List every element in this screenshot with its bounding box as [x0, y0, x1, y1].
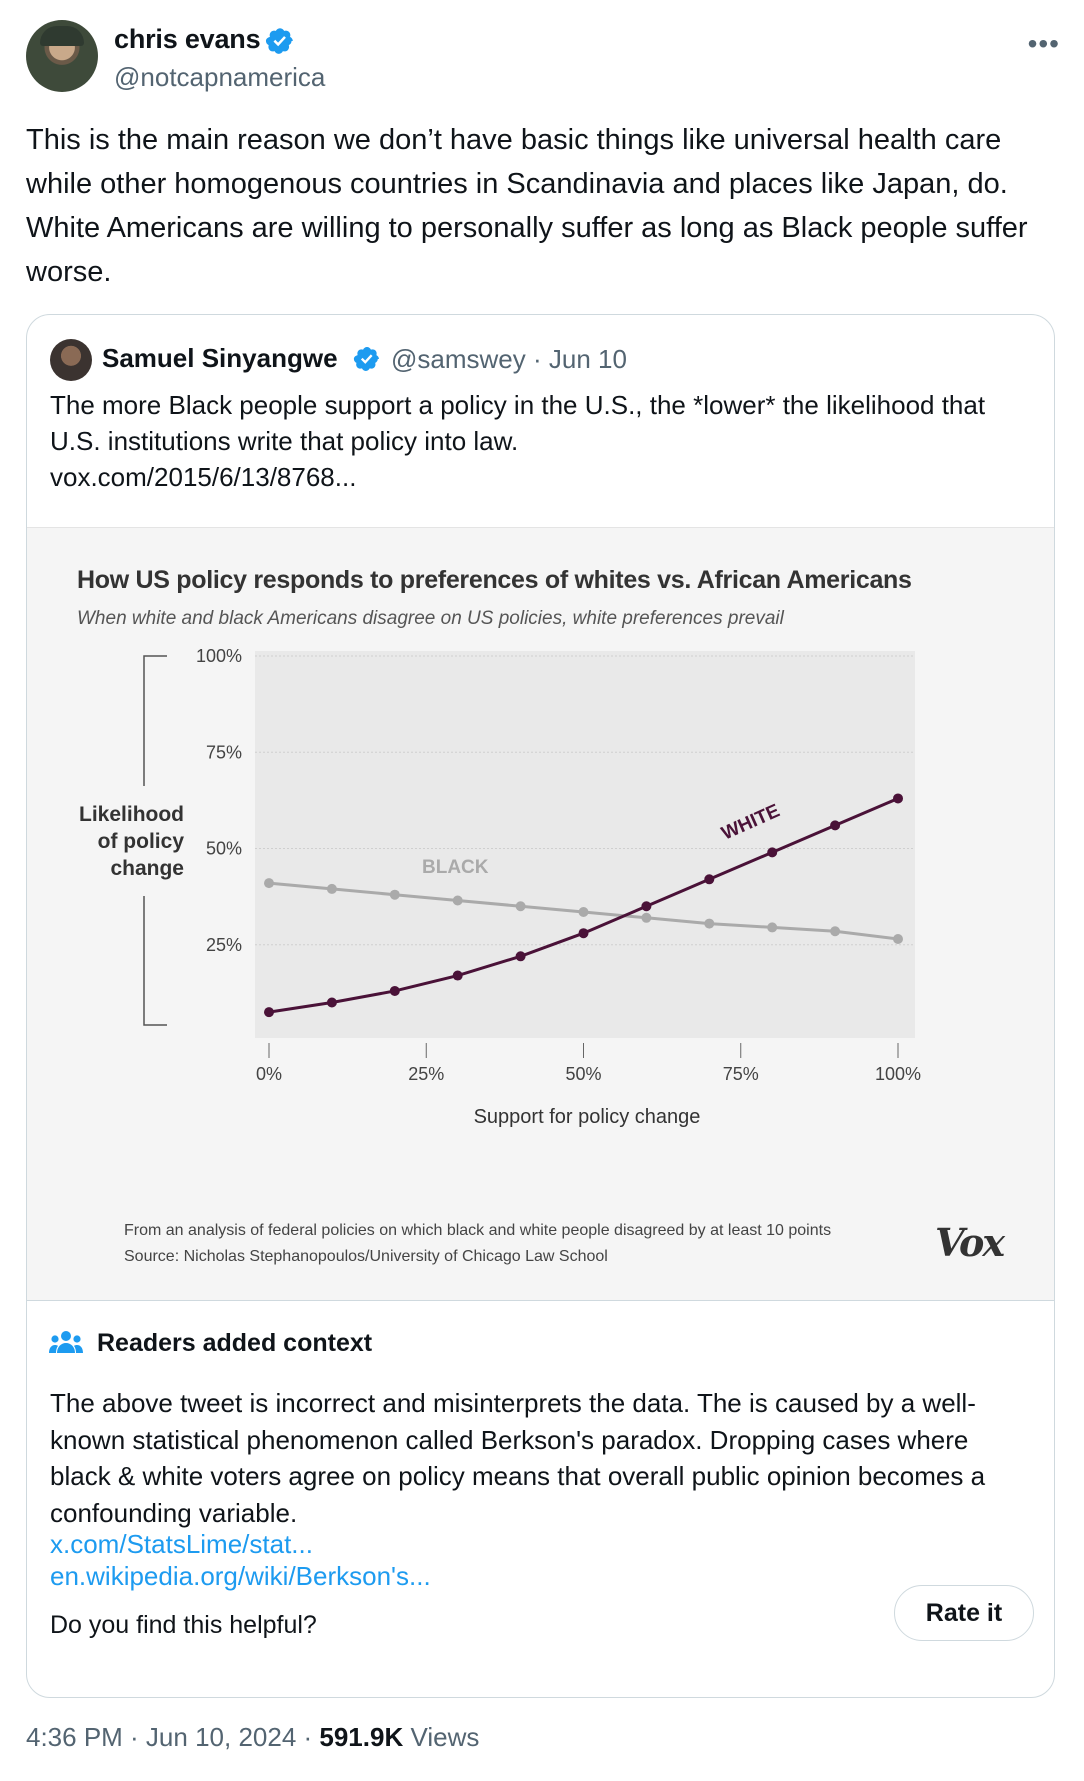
x-tick-label: 0% — [256, 1064, 282, 1084]
chart-footnote-source: Source: Nicholas Stephanopoulos/Universi… — [124, 1248, 608, 1265]
data-point-white — [767, 847, 778, 858]
avatar[interactable] — [26, 20, 98, 92]
chart-svg: 100% 75% 50% 25% 0% 25% 50% 75% 100% Support for … — [79, 646, 921, 1128]
data-point-white — [830, 820, 841, 831]
quoted-handle-date: @samswey · Jun 10 — [391, 344, 627, 374]
quoted-text: The more Black people support a policy i… — [50, 387, 1040, 495]
series-label-black: BLACK — [422, 857, 489, 878]
y-tick-label: 75% — [206, 742, 242, 762]
chart-title: How US policy responds to preferences of… — [77, 566, 912, 594]
plot-background — [255, 651, 915, 1038]
people-icon — [49, 1331, 83, 1353]
data-point-white — [578, 928, 589, 939]
views-label: Views — [403, 1722, 480, 1752]
handle[interactable]: @notcapnamerica — [114, 62, 326, 92]
y-axis-bracket-top — [143, 655, 167, 786]
data-point-black — [704, 918, 715, 929]
quoted-display-name: Samuel Sinyangwe — [102, 343, 338, 373]
context-title: Readers added context — [97, 1329, 373, 1357]
data-point-white — [326, 997, 337, 1008]
rate-it-button[interactable]: Rate it — [894, 1585, 1034, 1641]
quoted-tweet[interactable]: Samuel Sinyangwe @samswey · Jun 10 The m… — [26, 314, 1055, 1698]
tweet-header: chris evans @notcapnamerica ••• — [26, 20, 1060, 94]
data-point-black — [389, 889, 400, 900]
data-point-white — [641, 901, 652, 912]
community-note: Readers added context The above tweet is… — [27, 1300, 1054, 1697]
data-point-white — [452, 970, 463, 981]
y-axis-label: change — [110, 857, 184, 880]
data-point-black — [830, 926, 841, 937]
tweet-footer: 4:36 PM · Jun 10, 2024 · 591.9K Views — [26, 1722, 479, 1753]
quoted-verified-badge-icon — [353, 347, 379, 371]
x-tick-label: 50% — [565, 1064, 601, 1084]
quoted-avatar[interactable] — [50, 339, 92, 381]
context-link-wikipedia[interactable]: en.wikipedia.org/wiki/Berkson's... — [50, 1561, 431, 1591]
data-point-black — [326, 883, 337, 894]
verified-badge-icon — [265, 28, 293, 54]
display-name[interactable]: chris evans — [114, 24, 261, 54]
data-point-white — [893, 793, 903, 804]
data-point-white — [704, 874, 715, 885]
chart-subtitle: When white and black Americans disagree … — [77, 608, 784, 629]
x-axis-label: Support for policy change — [474, 1106, 701, 1128]
x-tick-label: 75% — [723, 1064, 759, 1084]
y-tick-label: 50% — [206, 839, 242, 859]
y-axis-label: Likelihood — [79, 803, 184, 826]
y-tick-label: 25% — [206, 935, 242, 955]
data-point-black — [893, 933, 903, 944]
quoted-link[interactable]: vox.com/2015/6/13/8768... — [50, 462, 357, 492]
data-point-white — [264, 1007, 274, 1018]
data-point-black — [578, 907, 589, 918]
chart-footnote-analysis: From an analysis of federal policies on … — [124, 1222, 832, 1239]
views-count: 591.9K — [319, 1722, 404, 1752]
context-text: The above tweet is incorrect and misinte… — [50, 1388, 986, 1528]
timestamp[interactable]: 4:36 PM · Jun 10, 2024 · — [26, 1722, 320, 1752]
tweet-text: This is the main reason we don’t have ba… — [26, 124, 1028, 288]
x-tick-label: 100% — [875, 1064, 921, 1084]
data-point-white — [389, 985, 400, 996]
data-point-black — [641, 912, 652, 923]
y-axis-bracket-bottom — [143, 896, 167, 1026]
data-point-black — [264, 878, 274, 889]
context-link-statslime[interactable]: x.com/StatsLime/stat... — [50, 1529, 313, 1559]
y-axis-label: of policy — [98, 830, 185, 853]
vox-logo: Vox — [935, 1220, 1005, 1265]
data-point-white — [515, 951, 526, 962]
data-point-black — [515, 901, 526, 912]
quoted-text-body: The more Black people support a policy i… — [50, 390, 986, 456]
data-point-black — [767, 922, 778, 933]
y-tick-label: 100% — [196, 646, 242, 666]
data-point-black — [452, 895, 463, 906]
chart-footnote: From an analysis of federal policies on … — [124, 1218, 831, 1270]
helpful-prompt: Do you find this helpful? — [50, 1611, 317, 1639]
x-tick-label: 25% — [408, 1064, 444, 1084]
more-options-icon[interactable]: ••• — [1027, 28, 1060, 59]
chart-image[interactable]: 100% 75% 50% 25% 0% 25% 50% 75% 100% Support for … — [27, 527, 1054, 1300]
